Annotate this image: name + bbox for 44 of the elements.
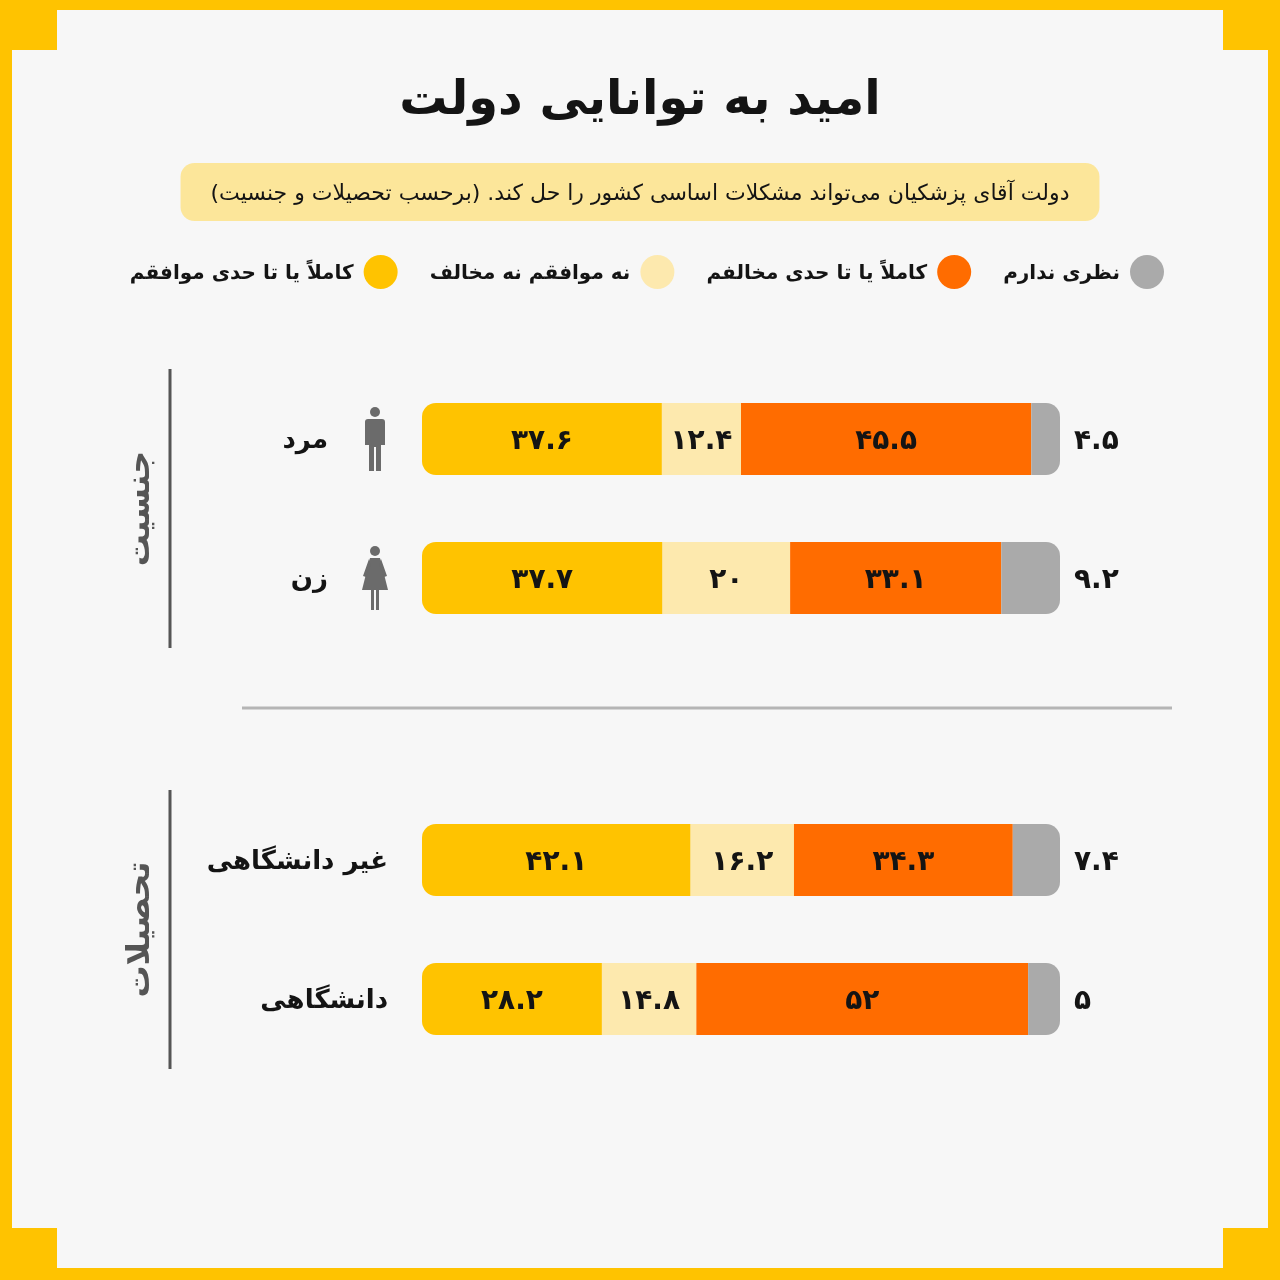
y-tick-label: غیر دانشگاهی [206, 845, 388, 877]
bar [422, 403, 662, 475]
bar [1031, 403, 1060, 475]
y-axis-title: جنسیت [119, 450, 158, 567]
bar [741, 403, 1032, 475]
data-label: ۴۲.۱ [525, 843, 588, 877]
bar [1001, 542, 1060, 614]
chart-subtitle: دولت آقای پزشکیان می‌تواند مشکلات اساسی کشور را حل کند. (برحسب تحصیلات و جنسیت) [210, 178, 1070, 206]
data-label: ۵ [1074, 982, 1092, 1016]
data-label: ۱۴.۸ [618, 982, 681, 1016]
y-tick-label: مرد [282, 424, 328, 456]
bar [790, 542, 1002, 614]
data-label: ۳۷.۷ [511, 561, 574, 595]
bar [1028, 963, 1060, 1035]
data-label: ۹.۲ [1074, 561, 1119, 595]
legend-label: کاملاً یا تا حدی مخالفم [706, 259, 928, 284]
data-label: ۷.۴ [1074, 843, 1119, 877]
bar [696, 963, 1029, 1035]
chart-title: امید به توانایی دولت [399, 68, 881, 126]
bar [601, 963, 697, 1035]
y-axis-title: تحصیلات [119, 861, 158, 998]
data-label: ۳۳.۱ [864, 561, 927, 595]
data-label: ۳۴.۳ [872, 843, 935, 877]
y-tick-label: دانشگاهی [260, 984, 388, 1015]
data-label: ۲۰ [709, 561, 744, 595]
legend-label: کاملاً یا تا حدی موافقم [129, 259, 354, 284]
data-label: ۴.۵ [1074, 422, 1119, 456]
bar [422, 824, 691, 896]
data-label: ۴۵.۵ [855, 422, 918, 456]
bar [793, 824, 1013, 896]
bar [422, 542, 663, 614]
bar [1012, 824, 1060, 896]
data-label: ۳۷.۶ [510, 422, 573, 456]
bar [690, 824, 794, 896]
bar [661, 403, 741, 475]
data-label: ۱۶.۲ [711, 843, 774, 877]
data-label: ۲۸.۲ [481, 982, 543, 1016]
bar [422, 963, 602, 1035]
legend-label: نظری ندارم [1003, 260, 1120, 284]
data-label: ۵۲ [845, 982, 880, 1016]
legend-label: نه موافقم نه مخالف [429, 260, 631, 284]
data-label: ۱۲.۴ [670, 422, 733, 456]
bar [662, 542, 791, 614]
y-tick-label: زن [290, 563, 328, 594]
